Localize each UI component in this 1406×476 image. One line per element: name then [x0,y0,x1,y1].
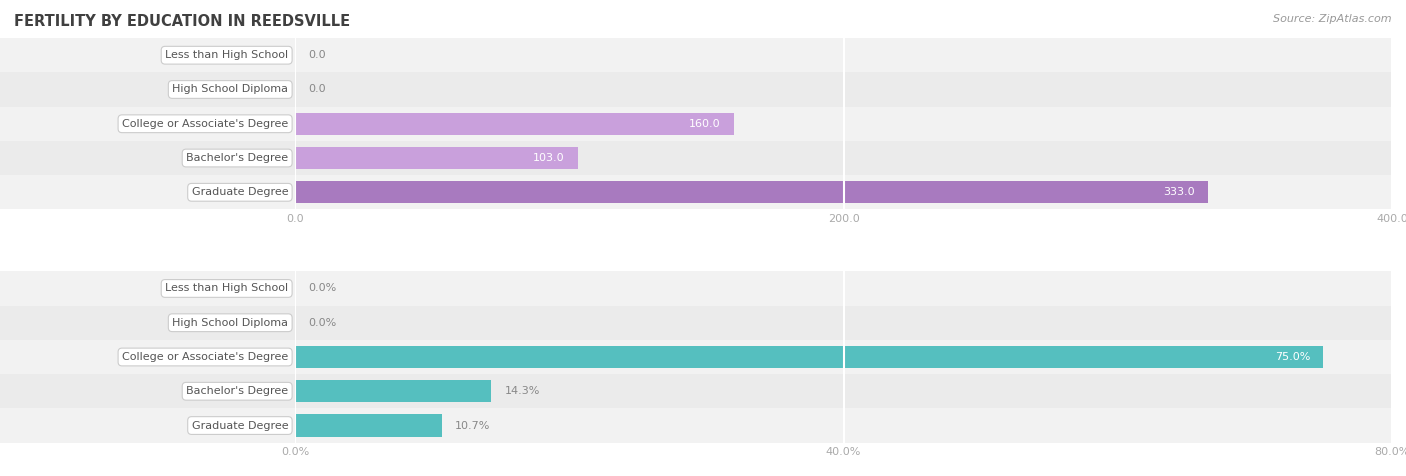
Text: Source: ZipAtlas.com: Source: ZipAtlas.com [1274,14,1392,24]
Text: College or Associate's Degree: College or Associate's Degree [122,352,288,362]
Bar [295,346,1323,368]
Bar [295,340,1392,374]
Bar [295,271,1392,306]
Bar [295,415,441,436]
Text: Bachelor's Degree: Bachelor's Degree [186,386,288,397]
Text: 0.0%: 0.0% [308,283,336,294]
Bar [295,175,1392,209]
Text: 0.0: 0.0 [308,84,326,95]
Text: High School Diploma: High School Diploma [172,317,288,328]
Text: FERTILITY BY EDUCATION IN REEDSVILLE: FERTILITY BY EDUCATION IN REEDSVILLE [14,14,350,30]
Text: 10.7%: 10.7% [456,420,491,431]
Bar [295,113,734,135]
Text: 160.0: 160.0 [689,119,721,129]
Text: Graduate Degree: Graduate Degree [191,187,288,198]
Text: Graduate Degree: Graduate Degree [191,420,288,431]
Bar [295,374,1392,408]
Bar [295,147,578,169]
Text: 0.0: 0.0 [308,50,326,60]
Text: 103.0: 103.0 [533,153,564,163]
Text: 75.0%: 75.0% [1275,352,1310,362]
Bar [295,38,1392,72]
Bar [295,107,1392,141]
Bar [295,72,1392,107]
Bar [295,380,491,402]
Bar [295,408,1392,443]
Bar [295,306,1392,340]
Bar [295,141,1392,175]
Text: 14.3%: 14.3% [505,386,540,397]
Text: Less than High School: Less than High School [165,283,288,294]
Text: Bachelor's Degree: Bachelor's Degree [186,153,288,163]
Text: Less than High School: Less than High School [165,50,288,60]
Text: 0.0%: 0.0% [308,317,336,328]
Text: 333.0: 333.0 [1163,187,1195,198]
Text: High School Diploma: High School Diploma [172,84,288,95]
Text: College or Associate's Degree: College or Associate's Degree [122,119,288,129]
Bar [295,181,1208,203]
